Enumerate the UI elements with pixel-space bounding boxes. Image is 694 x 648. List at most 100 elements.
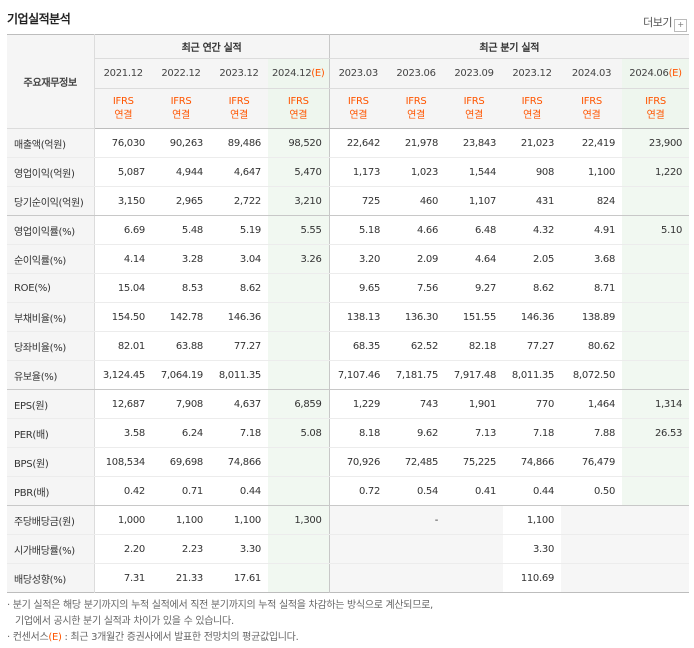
table-cell: 6.69: [94, 215, 152, 245]
period-header: 2022.12: [152, 58, 210, 89]
more-link[interactable]: 더보기 +: [643, 14, 687, 32]
table-cell: [445, 505, 504, 535]
table-cell: 3.58: [94, 418, 152, 448]
table-cell: 22,419: [561, 128, 623, 158]
table-cell: 743: [387, 389, 446, 419]
table-cell: [622, 534, 690, 564]
ifrs-header: IFRS 연결: [561, 88, 623, 129]
table-cell: 2.09: [387, 244, 446, 274]
table-cell: 2.05: [503, 244, 562, 274]
table-cell: 7.31: [123, 572, 145, 584]
table-cell: 21,023: [503, 128, 562, 158]
financial-table: 주요재무정보 최근 연간 실적 최근 분기 실적 2021.12 2022.12 2…: [7, 34, 690, 593]
note-2: · 컨센서스(E) : 최근 3개월간 증권사에서 발표한 전망치의 평균값입니…: [7, 632, 299, 643]
table-cell: 82.18: [445, 331, 504, 361]
table-cell: 0.41: [445, 476, 504, 506]
table-cell: 0.71: [152, 476, 210, 506]
table-cell: 8.18: [329, 418, 388, 448]
table-cell: 12,687: [94, 389, 152, 419]
table-cell: 136.30: [387, 302, 446, 332]
table-cell: 5,470: [268, 157, 330, 187]
table-cell: 1,100: [152, 505, 210, 535]
table-cell: 90,263: [152, 128, 210, 158]
table-cell: [561, 534, 623, 564]
table-cell: 8,011.35: [503, 360, 562, 390]
table-cell: [268, 360, 330, 390]
period-header: 2023.12: [210, 58, 268, 89]
table-cell: 5.55: [268, 215, 330, 245]
table-row: 배당성향(%) 7.31 21.33 17.61 110.69: [7, 563, 690, 593]
table-cell: 138.13: [329, 302, 388, 332]
table-cell: [622, 273, 690, 303]
table-cell: 6.24: [152, 418, 210, 448]
table-cell: 8,011.35: [210, 360, 268, 390]
table-cell: [329, 563, 388, 593]
table-cell: 3,124.45: [94, 360, 152, 390]
table-cell: 0.50: [561, 476, 623, 506]
table-row: 당좌비율(%) 82.01 63.88 77.27 68.35 62.52 82.18 77.…: [7, 331, 690, 361]
table-cell: 69,698: [152, 447, 210, 477]
table-cell: 1,100: [503, 505, 562, 535]
table-cell: 4.64: [445, 244, 504, 274]
ifrs-header: IFRS 연결: [152, 88, 210, 129]
row-label: 순이익률(%): [7, 244, 95, 274]
table-cell: 15.04: [94, 273, 152, 303]
table-cell: 1,023: [387, 157, 446, 187]
table-row: 당기순이익(억원) 3,150 2,965 2,722 3,210 725 460 1,107…: [7, 186, 690, 216]
table-cell: 21,978: [387, 128, 446, 158]
table-cell: 460: [387, 186, 446, 216]
table-cell: 8.62: [210, 273, 268, 303]
section-title: 기업실적분석: [7, 12, 71, 26]
table-cell: 7.56: [387, 273, 446, 303]
table-cell: 154.50: [94, 302, 152, 332]
table-cell: 2.23: [152, 534, 210, 564]
table-cell: [622, 476, 690, 506]
table-cell: 1,544: [445, 157, 504, 187]
table-cell: 1,901: [445, 389, 504, 419]
row-label: BPS(원): [7, 447, 95, 477]
table-cell: 0.42: [94, 476, 152, 506]
table-cell: 0.72: [329, 476, 388, 506]
table-cell: 9.27: [445, 273, 504, 303]
period-header: 2023.06: [387, 58, 446, 89]
table-cell: 7,064.19: [152, 360, 210, 390]
table-cell: 4,647: [210, 157, 268, 187]
ifrs-header: IFRS 연결: [622, 88, 690, 129]
estimate-marker: (E): [48, 632, 62, 643]
table-row: EPS(원) 12,687 7,908 4,637 6,859 1,229 743 1,901…: [7, 389, 690, 419]
table-cell: 5.18: [329, 215, 388, 245]
table-cell: 7,917.48: [445, 360, 504, 390]
row-label: 매출액(억원): [7, 128, 95, 158]
table-cell: 908: [503, 157, 562, 187]
row-label: EPS(원): [7, 389, 95, 419]
table-cell: 1,173: [329, 157, 388, 187]
ifrs-header: IFRS 연결: [210, 88, 268, 129]
table-cell: 5.19: [210, 215, 268, 245]
table-cell: 62.52: [387, 331, 446, 361]
table-cell: 4,637: [210, 389, 268, 419]
row-label: 부채비율(%): [7, 302, 95, 332]
table-cell: 76,479: [561, 447, 623, 477]
table-cell: 21.33: [175, 572, 203, 584]
table-cell: 725: [329, 186, 388, 216]
table-cell: 142.78: [152, 302, 210, 332]
table-cell: 1,100: [561, 157, 623, 187]
table-cell: 1,107: [445, 186, 504, 216]
table-cell: 77.27: [210, 331, 268, 361]
table-cell: 110.69: [520, 572, 555, 584]
table-cell: 22,642: [329, 128, 388, 158]
annual-group-header: 최근 연간 실적: [94, 34, 330, 59]
table-cell: [622, 186, 690, 216]
table-cell: 7.88: [561, 418, 623, 448]
estimate-marker: (E): [668, 68, 683, 79]
table-cell: [268, 563, 330, 593]
row-label: 당좌비율(%): [7, 331, 95, 361]
table-cell: 1,464: [561, 389, 623, 419]
table-cell: 0.44: [210, 476, 268, 506]
table-cell: 3.68: [561, 244, 623, 274]
table-cell: 7,181.75: [387, 360, 446, 390]
table-row: ROE(%) 15.04 8.53 8.62 9.65 7.56 9.27 8.62 8.71: [7, 273, 690, 303]
table-cell: 23,900: [622, 128, 690, 158]
row-label: 영업이익률(%): [7, 215, 95, 245]
table-cell: 8.62: [503, 273, 562, 303]
